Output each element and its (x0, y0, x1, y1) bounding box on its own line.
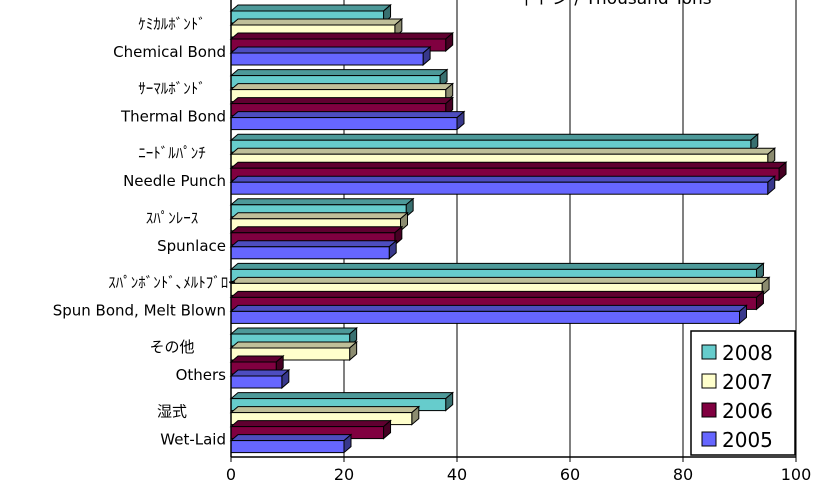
bar-front-face (230, 117, 458, 131)
legend-swatch (701, 344, 717, 360)
bar-top-face (229, 434, 353, 442)
bar (229, 239, 398, 260)
bar-top-face (229, 304, 748, 312)
category-label-jp: ｽﾊﾟﾝﾎﾞﾝﾄﾞ､ﾒﾙﾄﾌﾞﾛｰ (108, 273, 236, 291)
bar-front-face (230, 375, 283, 389)
category-label-jp: その他 (149, 338, 194, 356)
x-tick-label: 40 (447, 465, 467, 484)
bar-front-face (230, 310, 740, 324)
legend: 2008 2007 2006 2005 (690, 330, 796, 456)
legend-label: 2008 (722, 341, 773, 365)
category-label-en: Wet-Laid (160, 431, 226, 449)
bar-top-face (229, 161, 788, 169)
bar (229, 45, 432, 67)
bar-top-face (229, 133, 760, 141)
bar-top-face (229, 4, 392, 12)
bar-top-face (229, 97, 455, 105)
legend-label: 2005 (722, 428, 773, 452)
x-tick-label: 100 (781, 465, 812, 484)
category-label-en: Chemical Bond (113, 43, 226, 61)
axes (230, 0, 797, 462)
bar (229, 304, 748, 325)
legend-label: 2007 (722, 370, 773, 394)
bar-top-face (229, 327, 359, 335)
bar-front-face (230, 52, 424, 66)
category-label-jp: ﾆｰﾄﾞﾙﾊﾟﾝﾁ (138, 144, 206, 162)
bar-top-face (229, 46, 432, 54)
category-labels: ｹﾐｶﾙﾎﾞﾝﾄﾞ Chemical Bond ｻｰﾏﾙﾎﾞﾝﾄﾞ Thermal B… (53, 15, 236, 449)
bar-top-face (229, 341, 359, 349)
bar-top-face (229, 212, 409, 220)
bar (229, 433, 353, 454)
bar-front-face (230, 246, 390, 260)
bar-top-face (229, 355, 285, 363)
category-label-en: Thermal Bond (120, 108, 226, 126)
category-label-jp: ｽﾊﾟﾝﾚｰｽ (146, 209, 199, 227)
x-tick-label: 20 (334, 465, 354, 484)
bar-top-face (229, 18, 404, 26)
category-label-jp: 湿式 (157, 403, 187, 421)
x-tick-label: 60 (560, 465, 580, 484)
bar-top-face (229, 175, 777, 183)
bar-top-face (229, 240, 398, 248)
category-label-en: Spun Bond, Melt Blown (53, 301, 226, 319)
bar-top-face (229, 290, 765, 298)
x-tick-label: 0 (226, 465, 236, 484)
legend-swatch (701, 431, 717, 447)
bars (229, 3, 788, 454)
bar-top-face (229, 69, 449, 77)
bar-top-face (229, 406, 421, 414)
unit-label: 千トン / Thousand Tons (518, 0, 712, 9)
bar (229, 110, 466, 131)
bar-top-face (229, 276, 771, 284)
legend-label: 2006 (722, 399, 773, 423)
bar-top-face (229, 226, 404, 234)
legend-swatch (701, 373, 717, 389)
bar-top-face (229, 392, 455, 400)
bar-front-face (230, 440, 345, 454)
legend-swatch (701, 402, 717, 418)
bar-top-face (229, 83, 455, 91)
bar-front-face (230, 181, 769, 195)
category-label-jp: ｹﾐｶﾙﾎﾞﾝﾄﾞ (138, 15, 206, 33)
category-label-en: Others (176, 366, 227, 384)
bar-top-face (229, 111, 466, 119)
gridlines (343, 0, 797, 457)
x-tick-label: 80 (673, 465, 693, 484)
bar-top-face (229, 147, 777, 155)
bar-top-face (229, 369, 291, 377)
category-label-en: Spunlace (157, 237, 226, 255)
bar (229, 175, 777, 196)
bar-top-face (229, 32, 455, 40)
category-label-jp: ｻｰﾏﾙﾎﾞﾝﾄﾞ (138, 80, 206, 98)
bar-top-face (229, 420, 392, 428)
x-tick-labels: 0 20 40 60 80 100 (226, 465, 811, 484)
bar-top-face (229, 198, 415, 206)
category-label-en: Needle Punch (123, 172, 226, 190)
bar (229, 368, 291, 390)
bar-top-face (229, 262, 765, 270)
